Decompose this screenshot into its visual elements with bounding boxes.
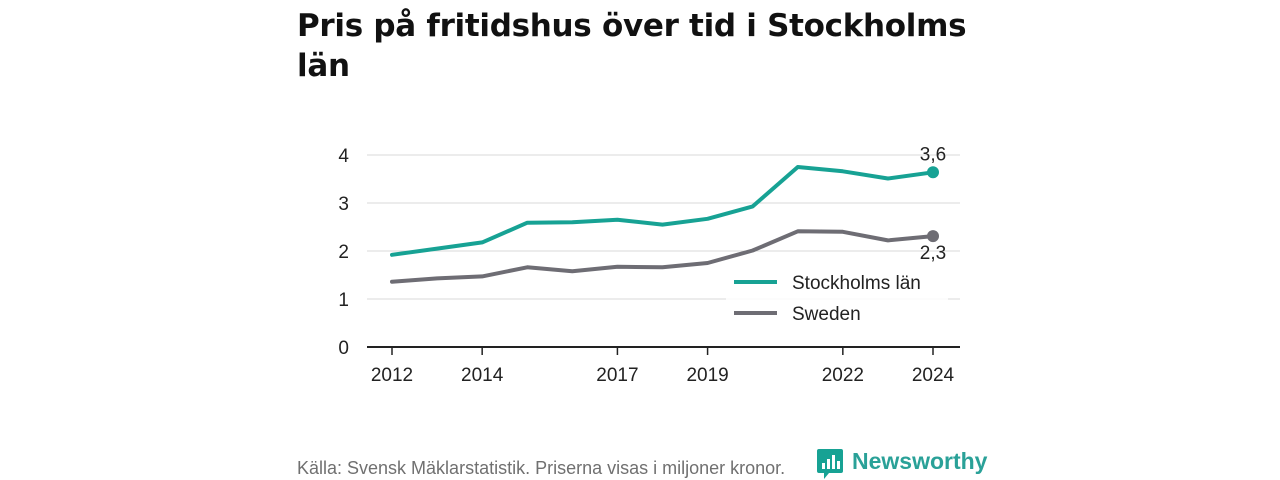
y-tick-label: 0 bbox=[338, 338, 349, 359]
x-tick-label: 2022 bbox=[822, 365, 864, 386]
series-lines: 3,6 2,3 bbox=[390, 144, 946, 284]
legend-background bbox=[726, 265, 948, 329]
y-tick-label: 2 bbox=[338, 242, 349, 263]
x-tick-label: 2019 bbox=[686, 365, 728, 386]
series-line-stockholms-l-n bbox=[390, 165, 935, 257]
newsworthy-logo-icon bbox=[817, 449, 843, 479]
source-note: Källa: Svensk Mäklarstatistik. Priserna … bbox=[297, 458, 786, 478]
x-tick-label: 2014 bbox=[461, 365, 504, 386]
chart-title: Pris på fritidshus över tid i Stockholms… bbox=[297, 8, 967, 84]
y-axis-ticks: 0 1 2 3 4 bbox=[338, 146, 349, 359]
series-end-point bbox=[927, 166, 939, 179]
series-line-sweden bbox=[390, 229, 935, 284]
y-tick-label: 1 bbox=[338, 290, 349, 311]
x-tick-label: 2017 bbox=[596, 365, 638, 386]
y-tick-label: 4 bbox=[338, 146, 349, 167]
x-tick-label: 2012 bbox=[371, 365, 413, 386]
y-tick-label: 3 bbox=[338, 194, 349, 215]
legend-label: Sweden bbox=[792, 304, 861, 325]
x-axis-ticks: 2012 2014 2017 2019 2022 2024 bbox=[371, 347, 955, 386]
x-tick-label: 2024 bbox=[912, 365, 955, 386]
end-value-label: 3,6 bbox=[920, 144, 946, 165]
legend-label: Stockholms län bbox=[792, 273, 921, 294]
series-end-point bbox=[927, 230, 939, 243]
legend: Stockholms län Sweden bbox=[726, 265, 948, 329]
brand-name: Newsworthy bbox=[852, 448, 988, 474]
line-chart: 0 1 2 3 4 2012 2014 2017 2019 2022 2024 3,6 2,3 St… bbox=[338, 144, 960, 386]
end-value-label: 2,3 bbox=[920, 243, 946, 264]
